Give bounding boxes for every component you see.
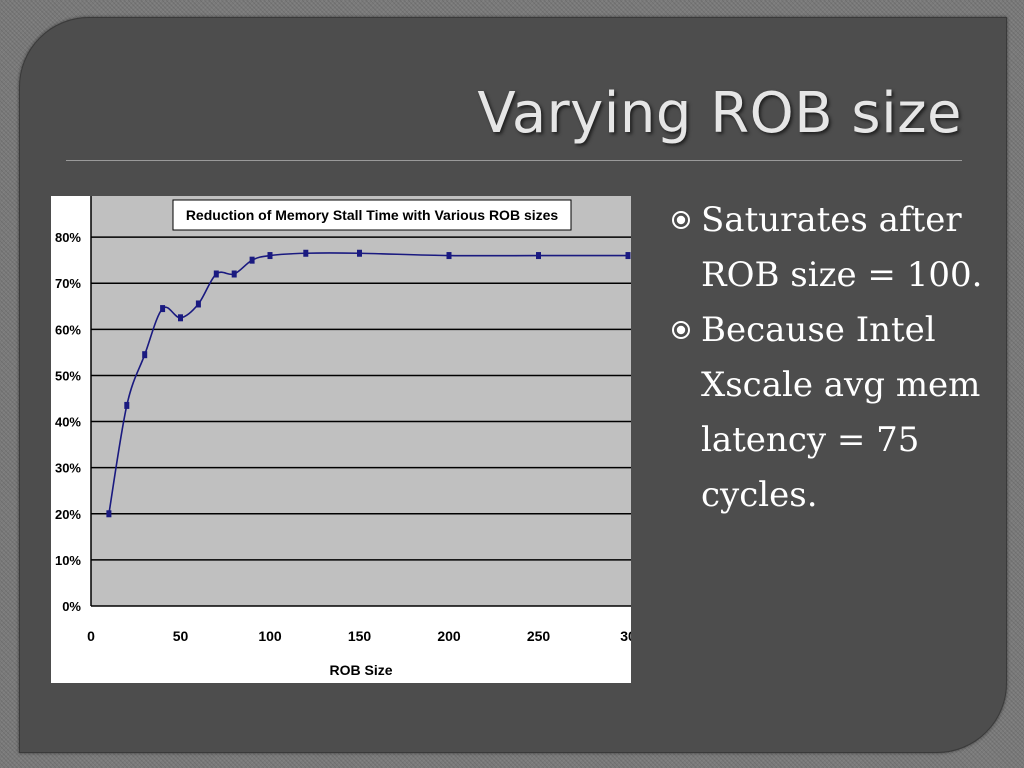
circled-dot-icon bbox=[671, 320, 691, 340]
chart: 0% 10% 20% 30% 40% 50% 60% 70% 80% 90% 0 50 100 150 2… bbox=[51, 196, 631, 683]
y-tick-label: 50% bbox=[55, 368, 81, 383]
data-point bbox=[195, 300, 201, 308]
bullet-text: Because Intel Xscale avg mem latency = 7… bbox=[701, 310, 981, 515]
y-tick-label: 20% bbox=[55, 507, 81, 522]
x-tick-label: 50 bbox=[173, 628, 189, 644]
y-tick-label: 60% bbox=[55, 322, 81, 337]
y-tick-label: 0% bbox=[62, 599, 81, 614]
chart-svg: 0% 10% 20% 30% 40% 50% 60% 70% 80% 90% 0 50 100 150 2… bbox=[55, 196, 631, 678]
data-point bbox=[625, 252, 631, 260]
data-point bbox=[249, 256, 255, 264]
data-point bbox=[178, 314, 183, 322]
bullet-item: Because Intel Xscale avg mem latency = 7… bbox=[671, 303, 991, 523]
data-point bbox=[160, 305, 166, 313]
title-divider bbox=[66, 160, 962, 161]
x-axis-label: ROB Size bbox=[329, 662, 392, 678]
data-point bbox=[231, 270, 237, 278]
x-tick-label: 0 bbox=[87, 628, 95, 644]
slide-title: Varying ROB size bbox=[477, 81, 962, 146]
x-tick-label: 250 bbox=[527, 628, 551, 644]
data-point bbox=[267, 252, 273, 260]
bullet-item: Saturates after ROB size = 100. bbox=[671, 193, 991, 303]
plot-area bbox=[91, 196, 631, 606]
y-tick-label: 30% bbox=[55, 461, 81, 476]
chart-title: Reduction of Memory Stall Time with Vari… bbox=[186, 207, 559, 223]
data-point bbox=[303, 249, 309, 257]
x-tick-label: 100 bbox=[258, 628, 282, 644]
data-point bbox=[357, 249, 362, 257]
y-tick-label: 10% bbox=[55, 553, 81, 568]
bullet-text: Saturates after ROB size = 100. bbox=[701, 200, 983, 295]
data-point bbox=[446, 252, 452, 260]
y-tick-label: 80% bbox=[55, 230, 81, 245]
data-point bbox=[106, 510, 112, 518]
chart-title-box bbox=[172, 199, 572, 231]
data-point bbox=[142, 351, 148, 359]
x-tick-label: 30 bbox=[620, 628, 631, 644]
circled-dot-icon bbox=[671, 210, 691, 230]
x-tick-label: 200 bbox=[437, 628, 461, 644]
data-point bbox=[213, 270, 219, 278]
data-point bbox=[124, 401, 130, 409]
x-tick-label: 150 bbox=[348, 628, 372, 644]
y-tick-label: 70% bbox=[55, 276, 81, 291]
y-tick-label: 40% bbox=[55, 415, 81, 430]
bullet-list: Saturates after ROB size = 100. Because … bbox=[671, 193, 991, 523]
data-point bbox=[536, 252, 541, 260]
y-tick-label: 90% bbox=[55, 196, 81, 199]
